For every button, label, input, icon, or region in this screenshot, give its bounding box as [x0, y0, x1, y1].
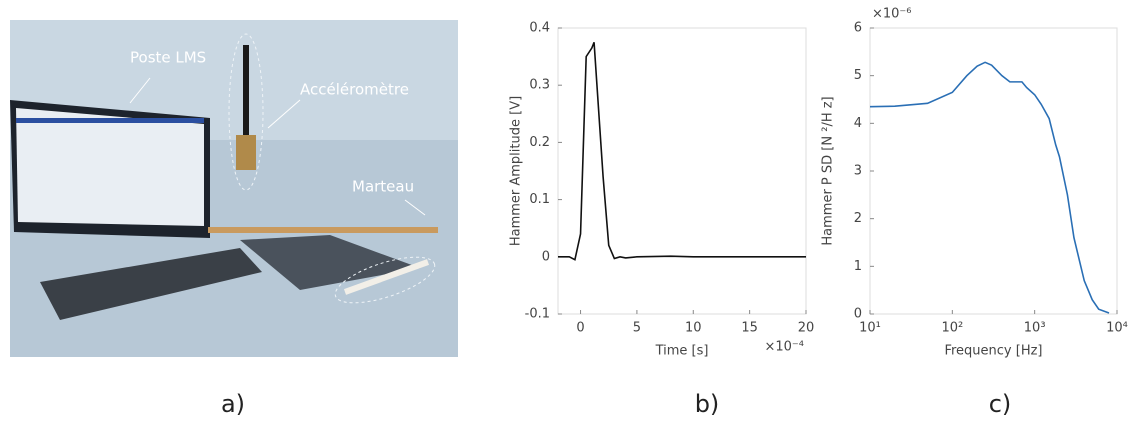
annotation: Marteau	[352, 178, 414, 196]
y-multiplier: ×10⁻⁶	[872, 7, 912, 22]
desk-mat	[240, 235, 420, 290]
x-tick-label: 10¹	[859, 321, 881, 336]
screen-bar	[16, 118, 204, 123]
beam	[208, 227, 438, 233]
x-tick-label: 10³	[1024, 321, 1046, 336]
annotation: Accéléromètre	[300, 81, 409, 99]
x-tick-label: 10	[685, 321, 702, 336]
caption: b)	[695, 390, 720, 418]
line	[869, 61, 1110, 314]
x-axis-label: Frequency [Hz]	[944, 344, 1042, 359]
y-tick-label: 1	[854, 259, 862, 274]
arrow	[404, 199, 426, 216]
accelerometer	[236, 135, 256, 170]
y-axis-label: Hammer Amplitude [V]	[509, 96, 524, 246]
outline	[334, 256, 436, 304]
y-tick-label: -0.1	[525, 307, 550, 322]
hammer	[343, 259, 430, 295]
x-tick-label: 5	[633, 321, 641, 336]
y-tick-label: 6	[854, 21, 862, 36]
y-tick-label: 2	[854, 211, 862, 226]
plot-frame	[557, 27, 807, 315]
y-axis-label: Hammer P SD [N ²/H z]	[821, 96, 836, 245]
x-axis-label: Time [s]	[655, 344, 709, 359]
y-tick-label: 0.4	[529, 21, 550, 36]
y-tick-label: 0	[854, 307, 862, 322]
x-tick-label: 10⁴	[1106, 321, 1128, 336]
x-tick-label: 20	[798, 321, 815, 336]
photo: Poste LMS Accéléromètre Marteau a)	[10, 20, 458, 418]
sensor-cable	[243, 45, 249, 135]
x-tick-label: 10²	[941, 321, 963, 336]
plot-frame	[869, 27, 1118, 315]
y-tick-label: 0	[542, 249, 550, 264]
x-multiplier: ×10⁻⁴	[764, 340, 804, 355]
outline	[228, 33, 264, 191]
arrow	[129, 77, 151, 104]
screen	[16, 108, 204, 226]
y-tick-label: 0.3	[529, 78, 550, 93]
y-tick-label: 0.1	[529, 192, 550, 207]
caption: a)	[221, 390, 245, 418]
y-tick-label: 4	[854, 116, 862, 131]
keyboard	[40, 248, 262, 320]
caption: c)	[989, 390, 1012, 418]
annotation: Poste LMS	[130, 49, 206, 67]
arrow	[267, 99, 301, 129]
x-tick-label: 0	[576, 321, 584, 336]
y-tick-label: 3	[854, 164, 862, 179]
y-tick-label: 5	[854, 68, 862, 83]
line	[558, 42, 806, 261]
y-tick-label: 0.2	[529, 135, 550, 150]
x-tick-label: 15	[741, 321, 758, 336]
